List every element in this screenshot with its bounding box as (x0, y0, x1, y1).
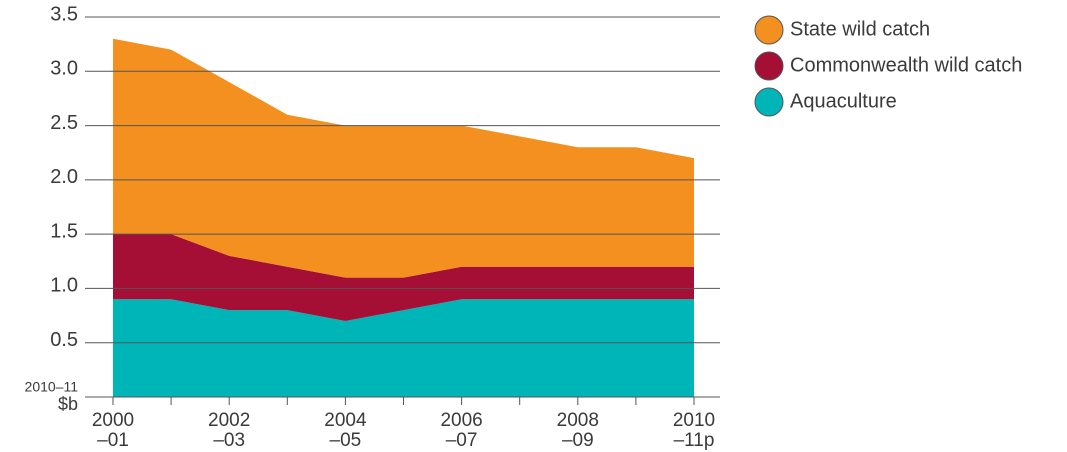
legend-label: Aquaculture (790, 90, 897, 112)
y-tick-label: 0.5 (50, 329, 78, 351)
y-label: $b (58, 394, 78, 414)
area (113, 234, 694, 321)
x-tick-label: –05 (330, 430, 362, 451)
x-tick-label: –01 (97, 430, 129, 451)
x-tick-label: 2006 (440, 410, 482, 431)
x-tick-label: –11p (674, 430, 715, 451)
x-tick-label: –07 (446, 430, 478, 451)
x-tick-label: 2000 (92, 410, 134, 431)
legend-swatch (754, 87, 784, 117)
legend-swatch (754, 51, 784, 81)
y-tick-label: 2.0 (50, 166, 78, 188)
area (113, 38, 694, 278)
y-tick-label: 3.0 (50, 58, 78, 80)
y-tick-label: 2.5 (50, 112, 78, 134)
x-tick-label: –03 (213, 430, 245, 451)
y-tick-label: 3.5 (50, 3, 78, 25)
y-tick-label: 1.0 (50, 275, 78, 297)
y-tick-label: 1.5 (50, 220, 78, 242)
area (113, 299, 694, 397)
y-label: 2010–11 (25, 379, 79, 395)
legend-label: Commonwealth wild catch (790, 54, 1022, 76)
x-tick-label: –09 (562, 430, 594, 451)
x-tick-label: 2008 (557, 410, 599, 431)
legend-label: State wild catch (790, 18, 930, 40)
x-tick-label: 2010 (673, 410, 715, 431)
x-tick-label: 2002 (208, 410, 250, 431)
legend-swatch (754, 15, 784, 45)
x-tick-label: 2004 (324, 410, 367, 431)
